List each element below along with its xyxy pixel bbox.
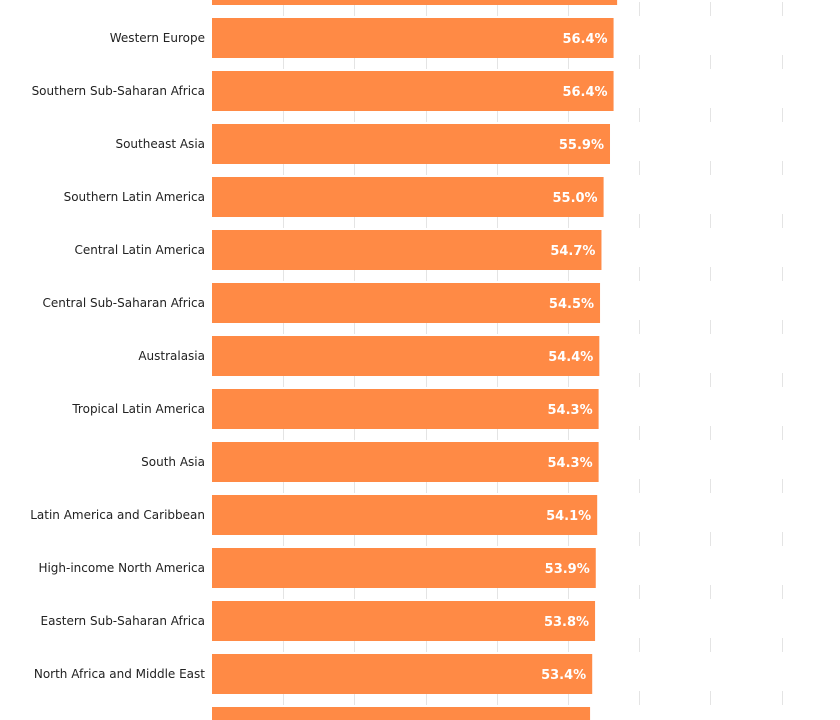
value-label: 54.1% — [546, 509, 591, 524]
category-label: High-income North America — [38, 561, 205, 575]
bar — [212, 18, 614, 58]
bar — [212, 230, 602, 270]
bar — [212, 548, 596, 588]
bar — [212, 442, 599, 482]
value-label: 55.0% — [552, 191, 597, 206]
category-label: Tropical Latin America — [71, 402, 205, 416]
value-label: 53.8% — [544, 615, 589, 630]
bar — [212, 336, 600, 376]
category-label: Southeast Asia — [115, 137, 205, 151]
value-labels: 56.4% 56.4% 55.9% 55.0% 54.7% 54.5% 54.4% 54.3%… — [541, 32, 607, 683]
bar-partial-top — [212, 0, 618, 5]
bar — [212, 71, 614, 111]
value-label: 55.9% — [559, 138, 604, 153]
category-label: North Africa and Middle East — [34, 667, 205, 681]
category-label: South Asia — [141, 455, 205, 469]
bars — [212, 0, 618, 720]
category-label: Central Latin America — [74, 243, 205, 257]
bar — [212, 124, 611, 164]
bar — [212, 495, 598, 535]
bar — [212, 654, 593, 694]
value-label: 54.3% — [548, 456, 593, 471]
bar — [212, 601, 596, 641]
value-label: 53.4% — [541, 668, 586, 683]
bar-partial-bottom — [212, 707, 591, 720]
category-label: Southern Sub-Saharan Africa — [32, 84, 205, 98]
bar — [212, 283, 601, 323]
value-label: 54.4% — [548, 350, 593, 365]
category-label: Southern Latin America — [64, 190, 205, 204]
gridlines — [283, 0, 783, 720]
category-label: Eastern Sub-Saharan Africa — [41, 614, 205, 628]
bar — [212, 389, 599, 429]
value-label: 54.3% — [548, 403, 593, 418]
bar — [212, 177, 604, 217]
category-labels: Western Europe Southern Sub-Saharan Afric… — [30, 31, 205, 681]
category-label: Latin America and Caribbean — [30, 508, 205, 522]
category-label: Central Sub-Saharan Africa — [42, 296, 205, 310]
value-label: 56.4% — [562, 32, 607, 47]
value-label: 54.7% — [550, 244, 595, 259]
category-label: Australasia — [138, 349, 205, 363]
category-label: Western Europe — [110, 31, 205, 45]
value-label: 56.4% — [562, 85, 607, 100]
value-label: 54.5% — [549, 297, 594, 312]
value-label: 53.9% — [545, 562, 590, 577]
